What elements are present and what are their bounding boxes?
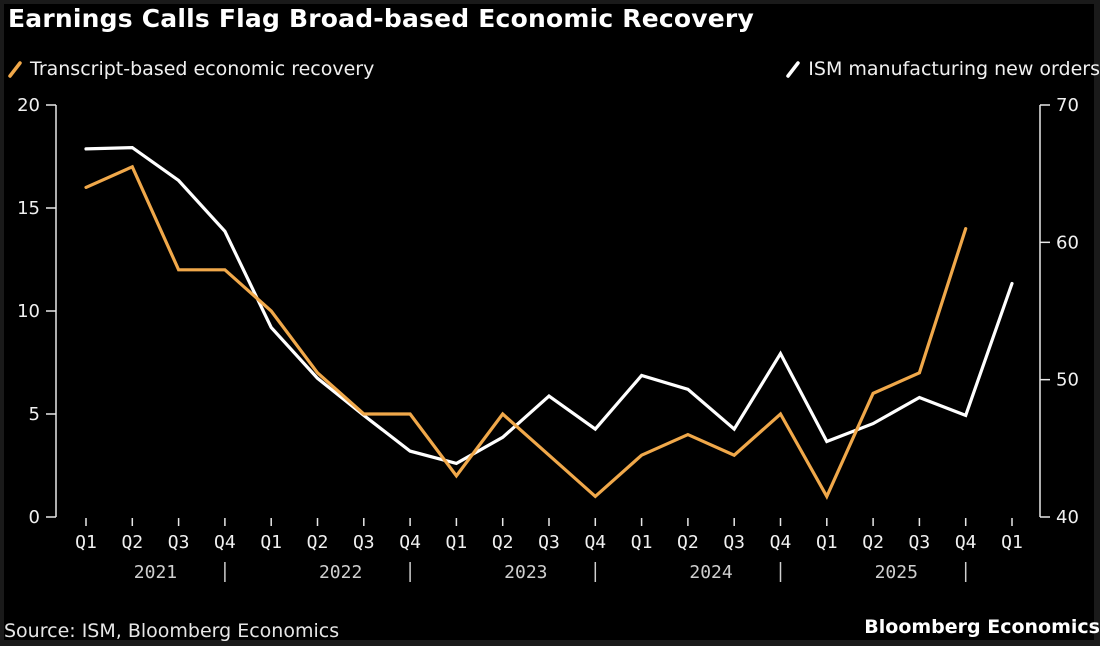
x-axis-quarter-label: Q2: [862, 532, 884, 553]
right-axis-tick-label: 60: [1056, 232, 1079, 253]
x-axis-quarter-label: Q4: [214, 532, 236, 553]
left-axis-tick-label: 5: [29, 404, 40, 425]
x-axis-year-label: 2025: [875, 562, 918, 583]
x-axis-quarter-label: Q1: [75, 532, 97, 553]
x-axis-quarter-label: Q3: [353, 532, 375, 553]
brand-label: Bloomberg Economics: [864, 616, 1100, 638]
x-axis-quarter-label: Q2: [121, 532, 143, 553]
x-axis-quarter-label: Q1: [816, 532, 838, 553]
x-axis-quarter-label: Q1: [260, 532, 282, 553]
chart-frame: [4, 4, 1094, 640]
x-axis-quarter-label: Q3: [723, 532, 745, 553]
left-axis-tick-label: 0: [29, 507, 40, 528]
chart-title: Earnings Calls Flag Broad-based Economic…: [8, 4, 754, 33]
right-axis-tick-label: 70: [1056, 95, 1079, 116]
slash-swatch-icon: [786, 61, 801, 78]
series-line-ism: [84, 145, 1014, 466]
x-axis-quarter-label: Q4: [770, 532, 792, 553]
legend-label-ism: ISM manufacturing new orders: [808, 58, 1100, 80]
slash-swatch-icon: [8, 61, 22, 78]
x-axis-quarter-label: Q1: [446, 532, 468, 553]
x-axis-quarter-label: Q2: [677, 532, 699, 553]
right-axis-tick-label: 50: [1056, 370, 1079, 391]
left-axis-tick-label: 15: [17, 198, 40, 219]
left-axis-tick-label: 10: [17, 301, 40, 322]
series-line-transcript: [84, 164, 968, 500]
legend-item-ism: ISM manufacturing new orders: [786, 58, 1100, 80]
legend-item-transcript: Transcript-based economic recovery: [8, 58, 374, 80]
x-axis-quarter-label: Q4: [955, 532, 977, 553]
axes: 0 5 10 15 20 40 50 60 70 Q1 Q2 Q3 Q4 Q1 Q2 Q3 Q4 Q1 Q2 Q3 Q4…: [17, 95, 1079, 583]
x-axis-quarter-label: Q2: [492, 532, 514, 553]
left-axis-tick-label: 20: [17, 95, 40, 116]
x-axis-quarter-label: Q3: [909, 532, 931, 553]
x-axis-quarter-label: Q1: [1001, 532, 1023, 553]
x-axis-year-label: 2023: [504, 562, 547, 583]
series-lines: [84, 145, 1014, 500]
source-note: Source: ISM, Bloomberg Economics: [4, 620, 340, 642]
x-axis-quarter-label: Q4: [584, 532, 606, 553]
x-axis-year-label: 2024: [689, 562, 732, 583]
x-axis-quarter-label: Q3: [538, 532, 560, 553]
x-axis-year-label: 2021: [134, 562, 177, 583]
x-axis-quarter-label: Q3: [168, 532, 190, 553]
x-axis-quarter-label: Q4: [399, 532, 421, 553]
right-axis-tick-label: 40: [1056, 507, 1079, 528]
legend-label-transcript: Transcript-based economic recovery: [30, 58, 375, 80]
x-axis-quarter-label: Q2: [307, 532, 329, 553]
x-axis-year-label: 2022: [319, 562, 362, 583]
x-axis-quarter-label: Q1: [631, 532, 653, 553]
